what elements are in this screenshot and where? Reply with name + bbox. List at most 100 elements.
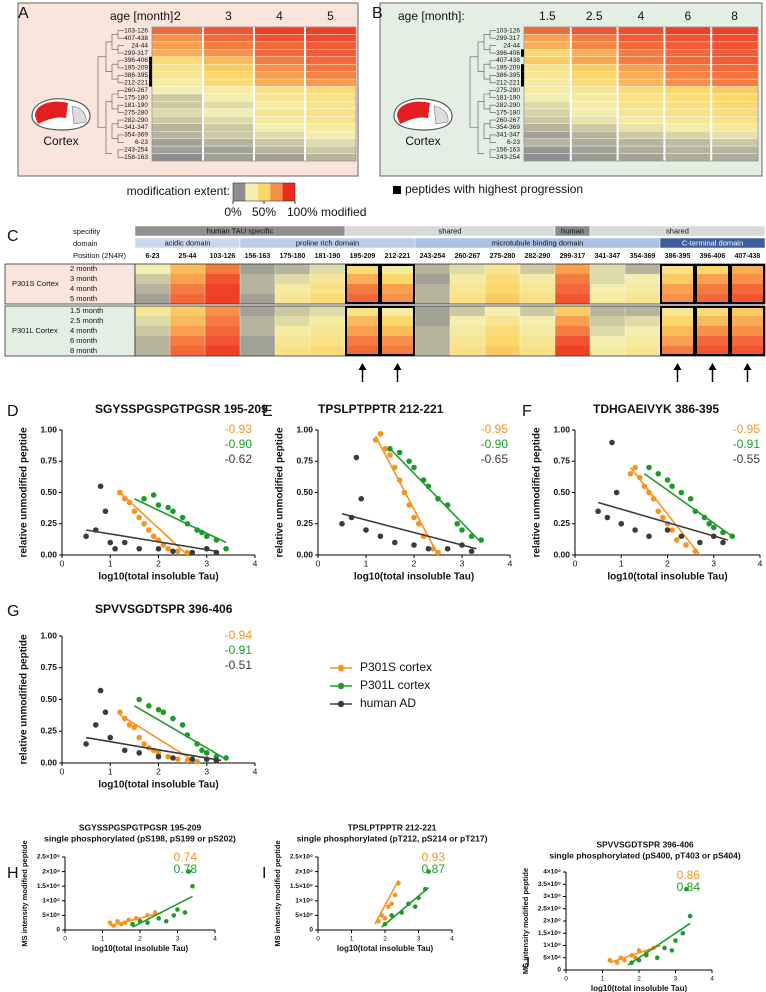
heatmap-cell <box>617 131 665 139</box>
heatmap-cell <box>664 93 712 102</box>
y-tick-label: 0.75 <box>296 456 313 466</box>
panel-title: SPVVSGDTSPR 396-406 <box>596 839 694 849</box>
highlight-box <box>380 306 415 356</box>
heatmap-cell <box>617 138 665 147</box>
data-point <box>664 527 671 533</box>
heatmap-cell <box>202 56 255 65</box>
heatmap-cell <box>240 284 275 294</box>
specificity-bar <box>589 225 766 237</box>
heatmap-cell <box>415 264 450 274</box>
heatmap-cell <box>345 326 380 336</box>
data-point <box>604 514 611 521</box>
heatmap-cell <box>310 326 345 336</box>
x-tick-label: 3 <box>460 558 465 568</box>
correlation: 0.78 <box>174 862 198 876</box>
heatmap-cell <box>380 274 415 284</box>
position-label: 282-290 <box>525 253 551 260</box>
heatmap-cell <box>523 41 571 50</box>
position-label: 6-23 <box>145 253 159 260</box>
heatmap-cell <box>275 316 310 326</box>
heatmap-cell <box>711 41 759 50</box>
data-point <box>377 533 384 540</box>
heatmap-cell <box>304 116 357 124</box>
heatmap-cell <box>253 123 306 132</box>
y-tick-label: 1.5×10⁹ <box>538 930 561 937</box>
heatmap-cell <box>202 138 255 147</box>
heatmap-cell <box>450 346 485 356</box>
heatmap-cell <box>304 34 357 43</box>
heatmap-cell <box>304 86 357 95</box>
data-point <box>223 755 229 761</box>
age-label: 8 <box>731 9 738 23</box>
y-tick-label: 2.5×10⁹ <box>538 905 561 912</box>
correlation: 0.86 <box>677 868 701 882</box>
data-point <box>669 948 675 953</box>
heatmap-cell <box>485 306 520 316</box>
heatmap-cell <box>415 306 450 316</box>
heatmap-cell <box>202 34 255 43</box>
heatmap-cell <box>695 274 730 284</box>
heatmap-cell <box>170 264 205 274</box>
data-point <box>392 539 398 546</box>
row-header: domain <box>73 239 98 248</box>
panel-title: SGYSSPGSPGTPGSR 195-209 <box>79 822 202 832</box>
heatmap-cell <box>664 145 712 154</box>
heatmap-cell <box>240 274 275 284</box>
data-point <box>107 734 114 741</box>
heatmap-cell <box>695 294 730 304</box>
y-axis-label: relative unmodified peptide <box>275 427 286 557</box>
data-point <box>654 955 660 961</box>
peptide-label: 181-190 <box>124 102 148 109</box>
row-label: 1.5 month <box>70 306 103 315</box>
progression-legend: peptides with highest progression <box>405 182 583 196</box>
age-label: 2.5 <box>586 9 603 23</box>
heatmap-cell <box>304 64 357 72</box>
heatmap-cell <box>695 306 730 316</box>
heatmap-cell <box>660 264 695 274</box>
position-label: 396-406 <box>700 253 726 260</box>
heatmap-cell <box>711 101 759 110</box>
y-tick-label: 4×10⁹ <box>543 869 561 876</box>
heatmap-cell <box>415 274 450 284</box>
data-point <box>155 502 162 508</box>
panel-subtitle: single phosphorylated (pT212, pS214 or p… <box>297 833 488 843</box>
data-point <box>163 918 169 924</box>
x-axis-label: log10(total insoluble Tau) <box>98 572 218 583</box>
heatmap-cell <box>151 86 204 95</box>
peptide-label: 407-438 <box>496 57 520 64</box>
heatmap-cell <box>660 306 695 316</box>
colorbar-swatch <box>282 183 295 201</box>
highlight-box <box>380 264 415 304</box>
data-point <box>646 489 652 496</box>
arrow-head <box>393 363 402 370</box>
data-point <box>223 545 229 552</box>
heatmap-cell <box>555 346 590 356</box>
heatmap-cell <box>202 41 255 50</box>
data-point <box>175 907 180 912</box>
heatmap-cell <box>590 336 625 346</box>
highlight-box <box>660 264 695 304</box>
data-point <box>377 430 384 437</box>
heatmap-cell <box>240 336 275 346</box>
heatmap-cell <box>205 274 240 284</box>
heatmap-cell <box>485 316 520 326</box>
heatmap-cell <box>617 78 665 87</box>
dendrogram <box>111 123 118 139</box>
heatmap-cell <box>151 71 204 80</box>
heatmap-cell <box>253 93 306 102</box>
heatmap-cell <box>664 86 712 95</box>
heatmap-cell <box>202 153 255 162</box>
progression-marker <box>521 64 524 72</box>
heatmap-cell <box>590 264 625 274</box>
data-point <box>170 755 176 761</box>
dendrogram <box>483 123 490 139</box>
data-point <box>664 477 671 483</box>
position-label: 275-280 <box>490 253 516 260</box>
data-point <box>684 886 689 892</box>
y-tick-label: 2×10⁹ <box>295 868 313 875</box>
data-point <box>136 734 142 741</box>
data-point <box>155 753 162 760</box>
row-label: 4 month <box>70 284 97 293</box>
correlation: -0.91 <box>733 437 761 451</box>
